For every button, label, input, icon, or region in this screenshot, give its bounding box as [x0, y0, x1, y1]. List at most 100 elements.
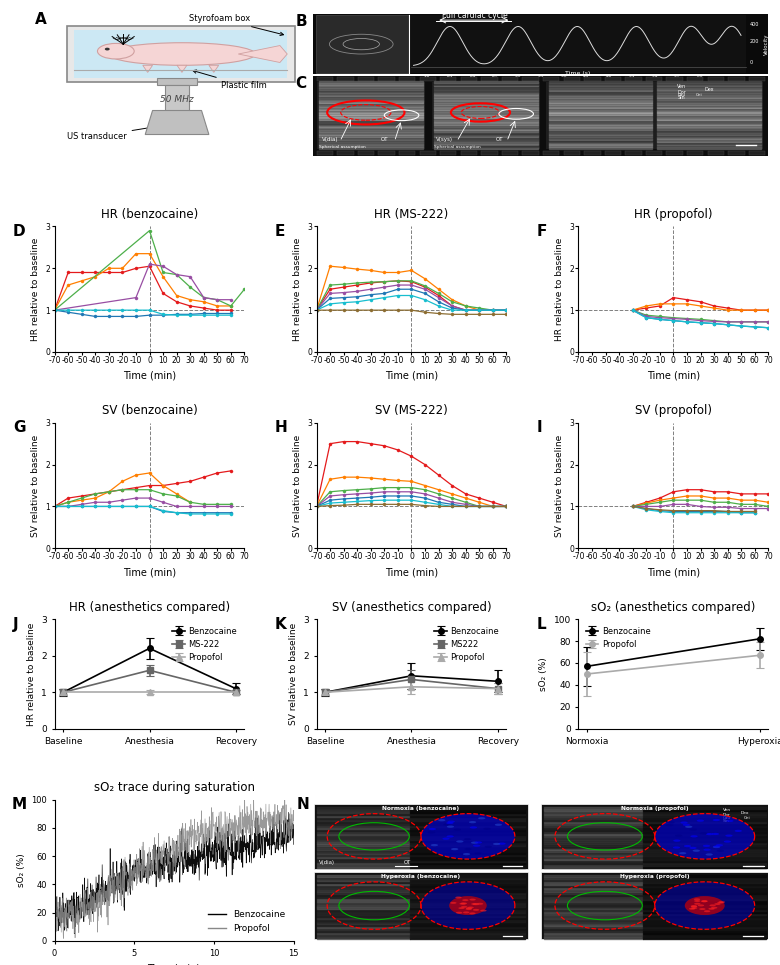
Polygon shape [67, 26, 295, 82]
Text: I: I [537, 420, 542, 435]
X-axis label: Time (min): Time (min) [385, 567, 438, 577]
Circle shape [709, 904, 716, 906]
Polygon shape [481, 151, 498, 154]
Circle shape [706, 833, 713, 836]
Text: 6.0: 6.0 [697, 73, 704, 77]
Circle shape [456, 912, 463, 914]
Circle shape [461, 902, 467, 904]
Circle shape [474, 852, 482, 854]
Polygon shape [564, 77, 580, 81]
Circle shape [716, 844, 723, 846]
Polygon shape [707, 151, 724, 154]
Circle shape [718, 901, 725, 903]
Polygon shape [502, 151, 518, 154]
Circle shape [699, 908, 706, 910]
Circle shape [466, 907, 472, 909]
Polygon shape [749, 77, 765, 81]
Text: 2.1: 2.1 [447, 73, 453, 77]
Text: J: J [12, 617, 19, 632]
Benzocaine [69, 928, 79, 940]
Propofol [152, 867, 161, 878]
Circle shape [442, 838, 450, 840]
Y-axis label: HR relative to baseline: HR relative to baseline [31, 237, 40, 341]
Circle shape [463, 853, 470, 855]
Text: V(sys): V(sys) [436, 137, 453, 142]
Polygon shape [729, 151, 745, 154]
Circle shape [693, 849, 700, 852]
Circle shape [694, 900, 700, 902]
Circle shape [682, 824, 690, 826]
Polygon shape [541, 804, 768, 868]
Circle shape [469, 821, 477, 823]
Polygon shape [461, 77, 477, 81]
Ellipse shape [654, 813, 755, 859]
Circle shape [466, 908, 472, 910]
Circle shape [484, 845, 492, 848]
Polygon shape [358, 151, 374, 154]
Circle shape [689, 908, 695, 910]
Circle shape [685, 826, 693, 828]
Circle shape [456, 896, 462, 898]
Polygon shape [666, 151, 682, 154]
Propofol [58, 932, 68, 944]
Circle shape [428, 831, 435, 834]
Text: Plastic film: Plastic film [193, 69, 267, 90]
Circle shape [470, 898, 476, 900]
Text: M: M [12, 797, 27, 812]
Polygon shape [145, 111, 209, 134]
Circle shape [697, 819, 704, 822]
Y-axis label: SV relative to baseline: SV relative to baseline [555, 434, 564, 537]
Circle shape [704, 848, 711, 851]
Title: HR (MS-222): HR (MS-222) [374, 208, 448, 221]
Benzocaine [50, 902, 59, 914]
Polygon shape [432, 82, 540, 150]
Circle shape [691, 905, 697, 907]
Text: 5.4: 5.4 [651, 73, 658, 77]
Y-axis label: sO₂ (%): sO₂ (%) [16, 853, 26, 887]
Propofol [220, 806, 229, 817]
Text: Sin: Sin [723, 818, 729, 822]
Text: Normoxia (benzocaine): Normoxia (benzocaine) [382, 807, 459, 812]
Circle shape [471, 903, 477, 905]
Polygon shape [604, 77, 621, 81]
Polygon shape [316, 15, 409, 73]
Text: Normoxia (propofol): Normoxia (propofol) [621, 807, 689, 812]
Polygon shape [654, 82, 763, 150]
Title: SV (anesthetics compared): SV (anesthetics compared) [332, 601, 491, 614]
X-axis label: Time (min): Time (min) [147, 963, 200, 965]
Text: Ven: Ven [723, 808, 731, 812]
Circle shape [450, 902, 456, 904]
Text: 3.6: 3.6 [560, 73, 567, 77]
Circle shape [480, 910, 487, 912]
Polygon shape [177, 66, 187, 72]
Text: 4.6: 4.6 [606, 73, 612, 77]
Text: Dex: Dex [741, 811, 750, 814]
Polygon shape [420, 151, 436, 154]
Propofol [240, 787, 250, 799]
Circle shape [735, 830, 742, 832]
Polygon shape [378, 151, 395, 154]
Polygon shape [729, 77, 745, 81]
Circle shape [463, 899, 469, 901]
Polygon shape [523, 151, 539, 154]
Circle shape [690, 835, 697, 838]
Circle shape [673, 846, 680, 848]
X-axis label: Time (min): Time (min) [123, 371, 176, 381]
Circle shape [446, 836, 454, 838]
Polygon shape [646, 77, 662, 81]
Benzocaine [112, 870, 122, 882]
Circle shape [713, 819, 720, 821]
Circle shape [704, 910, 711, 912]
Y-axis label: HR relative to baseline: HR relative to baseline [293, 237, 302, 341]
Circle shape [673, 840, 680, 841]
Ellipse shape [449, 896, 487, 915]
Polygon shape [546, 82, 654, 150]
Ellipse shape [654, 882, 755, 929]
Circle shape [473, 909, 479, 911]
Circle shape [713, 845, 721, 847]
Circle shape [724, 841, 731, 842]
Circle shape [679, 852, 686, 854]
Circle shape [105, 47, 110, 50]
Text: 50 MHz: 50 MHz [160, 95, 194, 103]
Text: Dor: Dor [723, 813, 731, 817]
